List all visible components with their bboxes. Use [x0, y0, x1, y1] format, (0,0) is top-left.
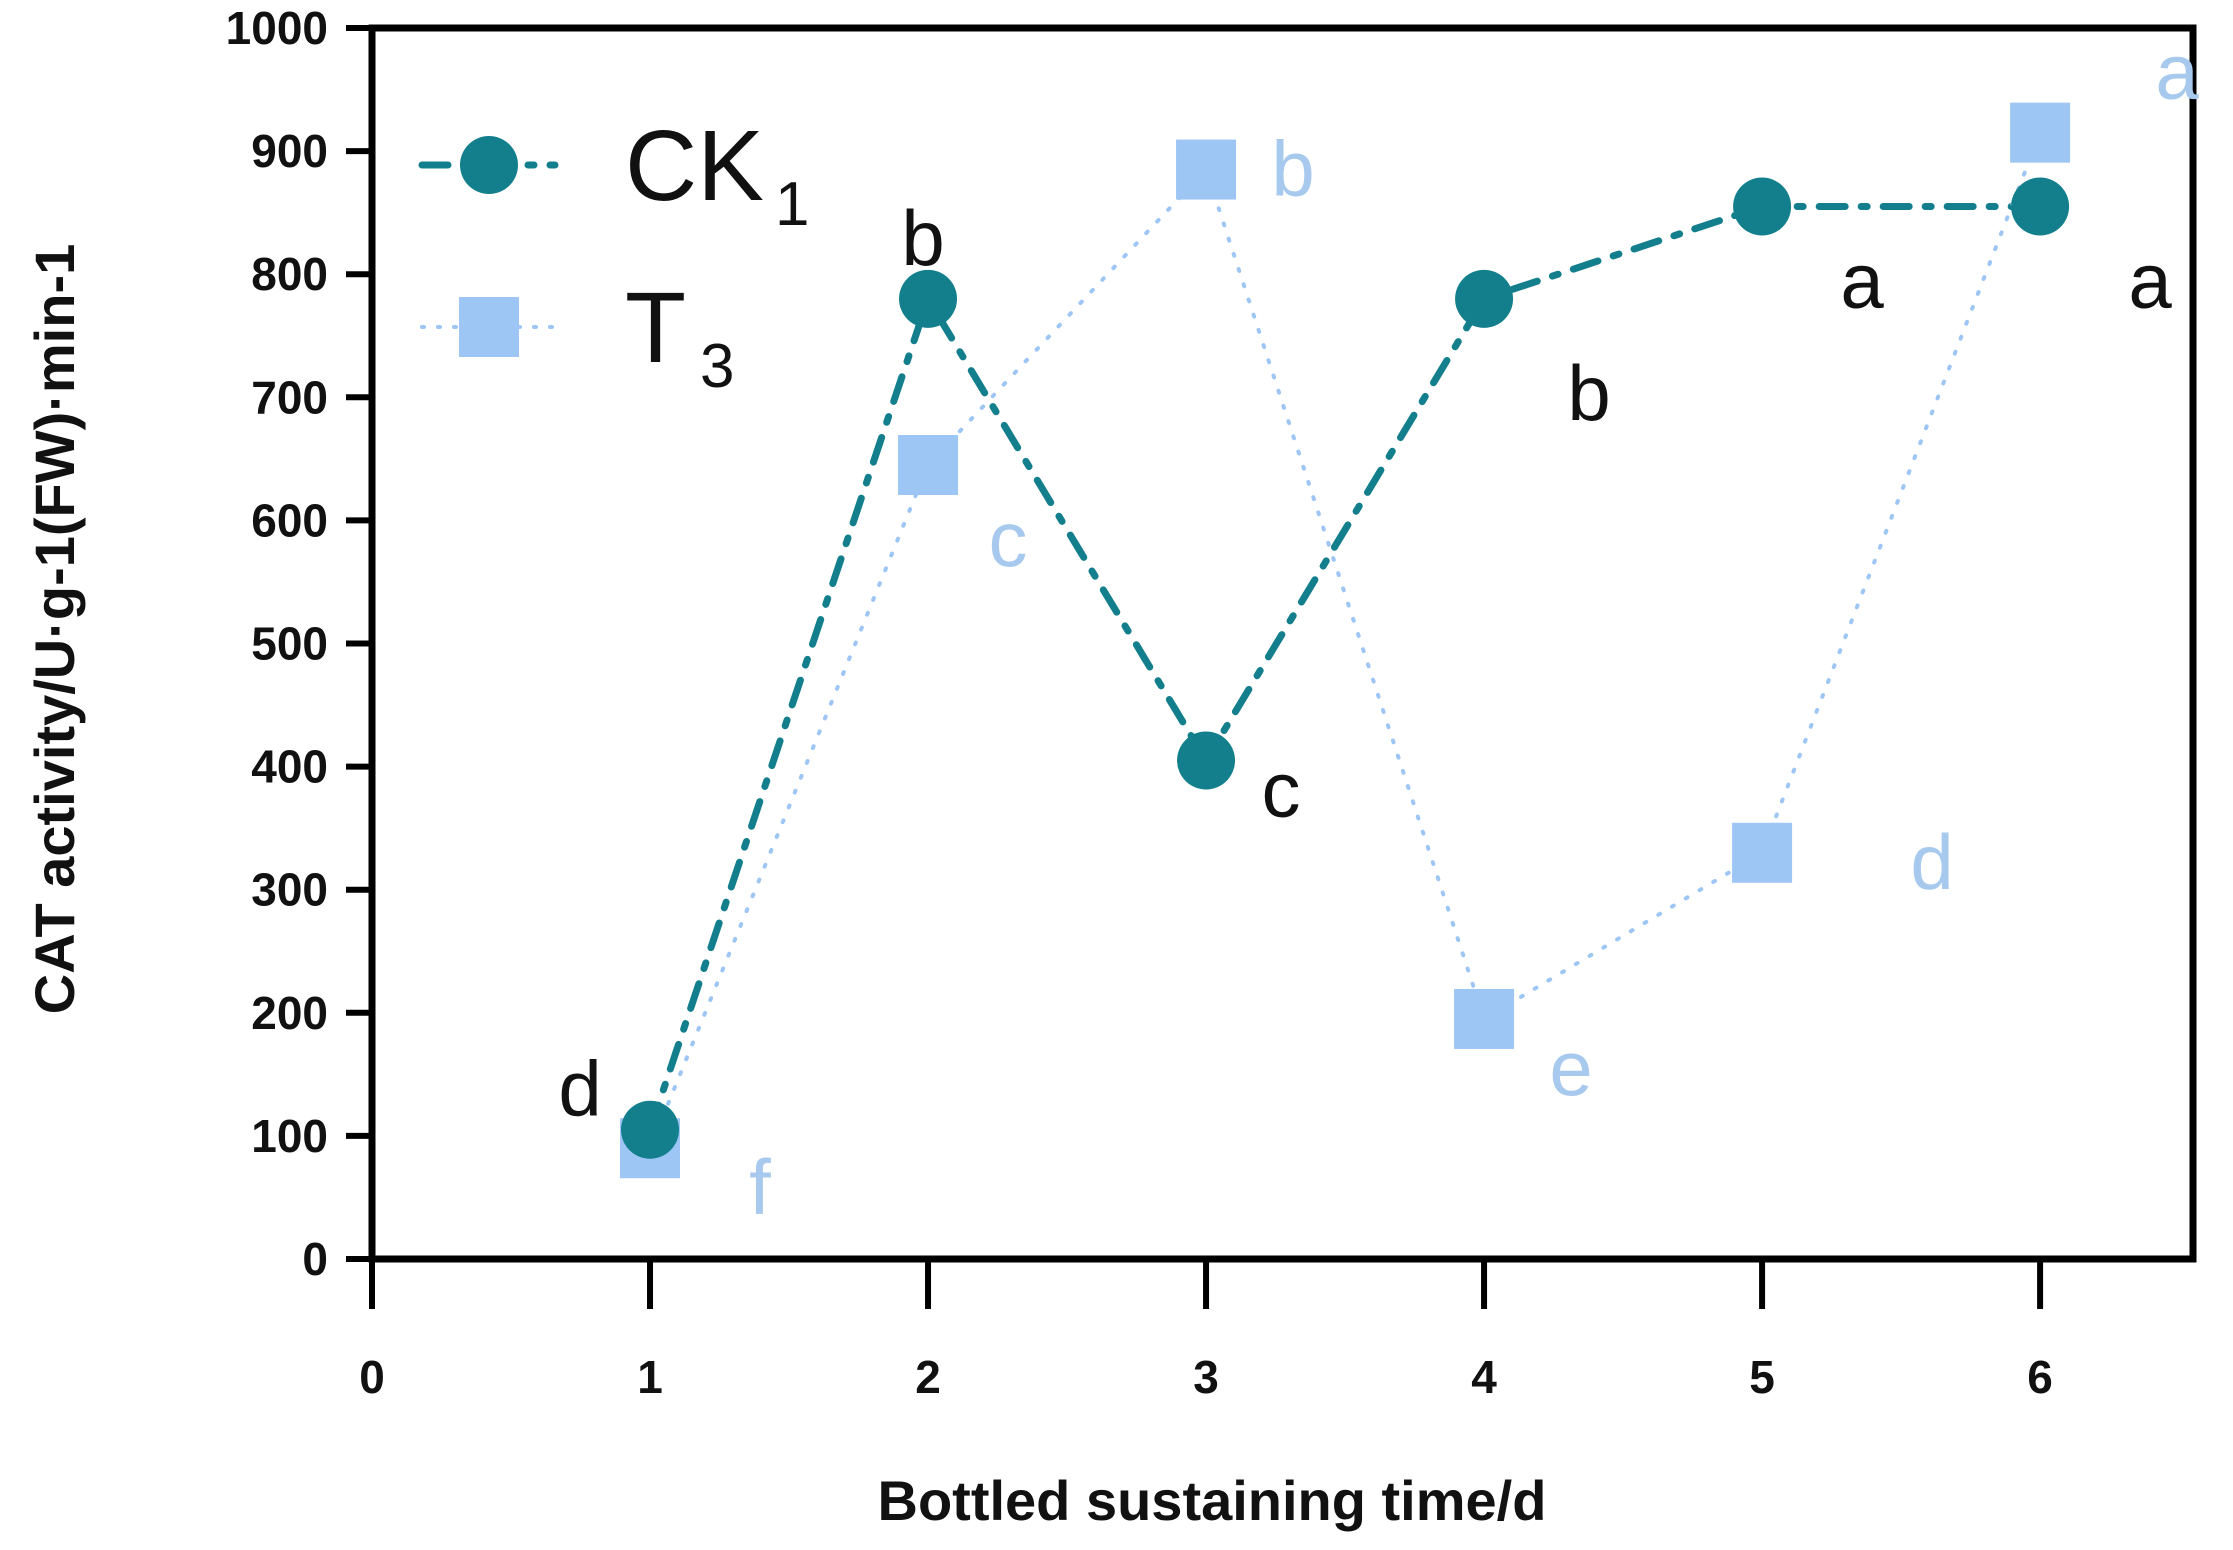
- point-labels: d b c b a a f c b e d a: [558, 28, 2199, 1232]
- legend: CK 1 T 3: [418, 110, 809, 401]
- x-axis-title: Bottled sustaining time/d: [878, 1469, 1547, 1532]
- data-point-square: [1454, 988, 1515, 1049]
- data-point-square: [2010, 102, 2071, 163]
- legend-label-0: CK: [625, 110, 764, 222]
- x-tick-label: 3: [1193, 1351, 1219, 1403]
- y-axis-ticks: 0 100 200 300 400 500 600 700 800 900 1000: [226, 2, 372, 1285]
- legend-subscript-0: 1: [775, 170, 809, 239]
- legend-marker-circle: [460, 136, 518, 194]
- series-layer: [620, 102, 2071, 1179]
- significance-label: b: [901, 194, 944, 282]
- significance-label: f: [749, 1143, 771, 1231]
- y-tick-label: 100: [251, 1110, 328, 1162]
- significance-label: e: [1549, 1024, 1592, 1112]
- significance-label: c: [1262, 745, 1301, 833]
- data-point-circle: [1455, 269, 1514, 328]
- x-tick-label: 5: [1749, 1351, 1775, 1403]
- significance-label: a: [2128, 236, 2172, 324]
- y-tick-label: 400: [251, 741, 328, 793]
- x-tick-label: 2: [915, 1351, 941, 1403]
- data-point-circle: [1177, 731, 1236, 790]
- legend-marker-square: [459, 297, 519, 357]
- significance-label: d: [1910, 818, 1953, 906]
- y-tick-label: 1000: [226, 2, 328, 54]
- significance-label: b: [1567, 349, 1610, 437]
- significance-label: b: [1271, 125, 1314, 213]
- data-point-circle: [2011, 177, 2070, 236]
- data-point-square: [1732, 822, 1793, 883]
- y-axis-title: CAT activity/U·g-1(FW)·min-1: [23, 244, 86, 1015]
- data-point-square: [1176, 139, 1237, 200]
- significance-label: d: [558, 1045, 601, 1133]
- series-line-0: [646, 202, 2044, 1134]
- series-line-1: [648, 130, 2043, 1151]
- x-tick-label: 1: [637, 1351, 663, 1403]
- y-tick-label: 800: [251, 248, 328, 300]
- data-point-circle: [899, 269, 958, 328]
- data-point-square: [898, 435, 959, 496]
- x-tick-label: 6: [2027, 1351, 2053, 1403]
- legend-label-1: T: [625, 272, 686, 384]
- significance-label: a: [1840, 236, 1884, 324]
- x-tick-label: 4: [1471, 1351, 1497, 1403]
- legend-subscript-1: 3: [700, 332, 734, 401]
- y-tick-label: 600: [251, 494, 328, 546]
- y-tick-label: 900: [251, 125, 328, 177]
- y-tick-label: 300: [251, 864, 328, 916]
- x-tick-label: 0: [359, 1351, 385, 1403]
- y-tick-label: 200: [251, 987, 328, 1039]
- significance-label: c: [989, 495, 1028, 583]
- y-tick-label: 700: [251, 371, 328, 423]
- y-tick-label: 500: [251, 618, 328, 670]
- y-tick-label: 0: [302, 1233, 328, 1285]
- data-point-circle: [621, 1100, 680, 1159]
- significance-label: a: [2155, 28, 2199, 116]
- data-point-circle: [1733, 177, 1792, 236]
- x-axis-ticks: 0 1 2 3 4 5 6: [359, 1259, 2053, 1403]
